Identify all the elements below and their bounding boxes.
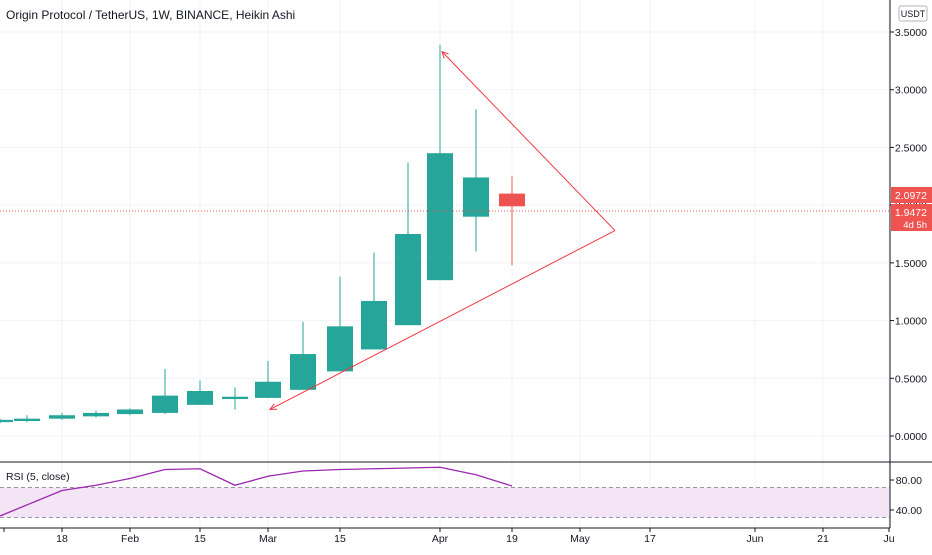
candle[interactable] bbox=[49, 412, 75, 420]
candle-body[interactable] bbox=[152, 395, 178, 413]
candle[interactable] bbox=[83, 410, 109, 418]
candle[interactable] bbox=[361, 252, 387, 350]
candle-body[interactable] bbox=[222, 396, 248, 400]
last-price-label-box bbox=[891, 187, 932, 203]
y-tick-label: 1.0000 bbox=[895, 316, 927, 328]
x-tick-label: Ju bbox=[883, 533, 894, 545]
candle-body[interactable] bbox=[395, 234, 421, 326]
rsi-line bbox=[0, 466, 513, 517]
x-tick-label: 15 bbox=[194, 533, 206, 545]
x-tick-label: 17 bbox=[644, 533, 656, 545]
y-tick-label: 3.0000 bbox=[895, 85, 927, 97]
time-axis[interactable]: 18 Feb 15 Mar 15 Apr 19 May 17 Jun 21 Ju bbox=[3, 528, 895, 545]
chart-title: Origin Protocol / TetherUS, 1W, BINANCE,… bbox=[6, 8, 296, 22]
candle-body[interactable] bbox=[0, 419, 13, 423]
bar-countdown-label: 4d 5h bbox=[903, 220, 927, 231]
y-tick-label: 0.0000 bbox=[895, 431, 927, 443]
rsi-plot bbox=[0, 466, 513, 517]
y-tick-label: 0.5000 bbox=[895, 373, 927, 385]
candle-body[interactable] bbox=[187, 390, 213, 405]
x-tick-label: 19 bbox=[506, 533, 518, 545]
rsi-band bbox=[0, 487, 890, 518]
candle[interactable] bbox=[255, 360, 281, 398]
x-tick-label: Apr bbox=[432, 533, 449, 545]
candle-body[interactable] bbox=[14, 418, 40, 421]
candle[interactable] bbox=[427, 44, 453, 281]
candle[interactable] bbox=[187, 380, 213, 405]
current-price-label: 1.9472 bbox=[895, 207, 927, 219]
candle[interactable] bbox=[0, 418, 13, 424]
currency-badge[interactable]: USDT bbox=[901, 9, 926, 19]
candle[interactable] bbox=[463, 109, 489, 252]
candles[interactable] bbox=[0, 44, 525, 424]
x-tick-label: 18 bbox=[56, 533, 68, 545]
candle-body[interactable] bbox=[499, 193, 525, 207]
candle[interactable] bbox=[290, 321, 316, 390]
candle[interactable] bbox=[327, 276, 353, 372]
x-tick-label: 21 bbox=[817, 533, 829, 545]
x-tick-label: Mar bbox=[259, 533, 278, 545]
x-tick-label: May bbox=[570, 533, 591, 545]
rsi-band-fill bbox=[0, 487, 890, 518]
trendline-segment[interactable] bbox=[269, 230, 616, 410]
candle[interactable] bbox=[14, 415, 40, 423]
trendline-segment[interactable] bbox=[441, 51, 616, 231]
last-price-label: 2.0972 bbox=[895, 190, 927, 202]
rsi-tick-label: 80.00 bbox=[896, 475, 922, 487]
candle[interactable] bbox=[117, 408, 143, 416]
candle[interactable] bbox=[395, 162, 421, 326]
x-tick-label: Feb bbox=[121, 533, 139, 545]
candle-body[interactable] bbox=[327, 326, 353, 372]
candle[interactable] bbox=[222, 387, 248, 410]
y-tick-label: 3.5000 bbox=[895, 27, 927, 39]
rsi-tick-label: 40.00 bbox=[896, 505, 922, 517]
currency-badge-box[interactable] bbox=[898, 5, 928, 22]
y-tick-label: 2.5000 bbox=[895, 142, 927, 154]
candle-body[interactable] bbox=[427, 153, 453, 281]
x-tick-label: Jun bbox=[747, 533, 764, 545]
trendline-arrow-head bbox=[441, 50, 449, 59]
candle-body[interactable] bbox=[255, 381, 281, 398]
trendlines[interactable] bbox=[268, 50, 616, 410]
x-tick-label: 15 bbox=[334, 533, 346, 545]
rsi-axis: 80.00 40.00 bbox=[890, 475, 922, 517]
candle-body[interactable] bbox=[361, 300, 387, 350]
y-tick-label: 1.5000 bbox=[895, 258, 927, 270]
candle[interactable] bbox=[152, 369, 178, 415]
price-axis[interactable]: 3.50003.00002.50002.00001.50001.00000.50… bbox=[890, 27, 927, 443]
candle-body[interactable] bbox=[290, 354, 316, 390]
candle-body[interactable] bbox=[463, 177, 489, 217]
trendline[interactable] bbox=[268, 230, 616, 410]
trendline-arrow-head bbox=[268, 403, 278, 410]
trendline[interactable] bbox=[441, 50, 616, 231]
candle-body[interactable] bbox=[49, 415, 75, 419]
candle[interactable] bbox=[499, 176, 525, 266]
candle-body[interactable] bbox=[117, 409, 143, 415]
candle-body[interactable] bbox=[83, 412, 109, 417]
rsi-label: RSI (5, close) bbox=[6, 471, 70, 483]
current-price-label-box bbox=[891, 204, 932, 231]
